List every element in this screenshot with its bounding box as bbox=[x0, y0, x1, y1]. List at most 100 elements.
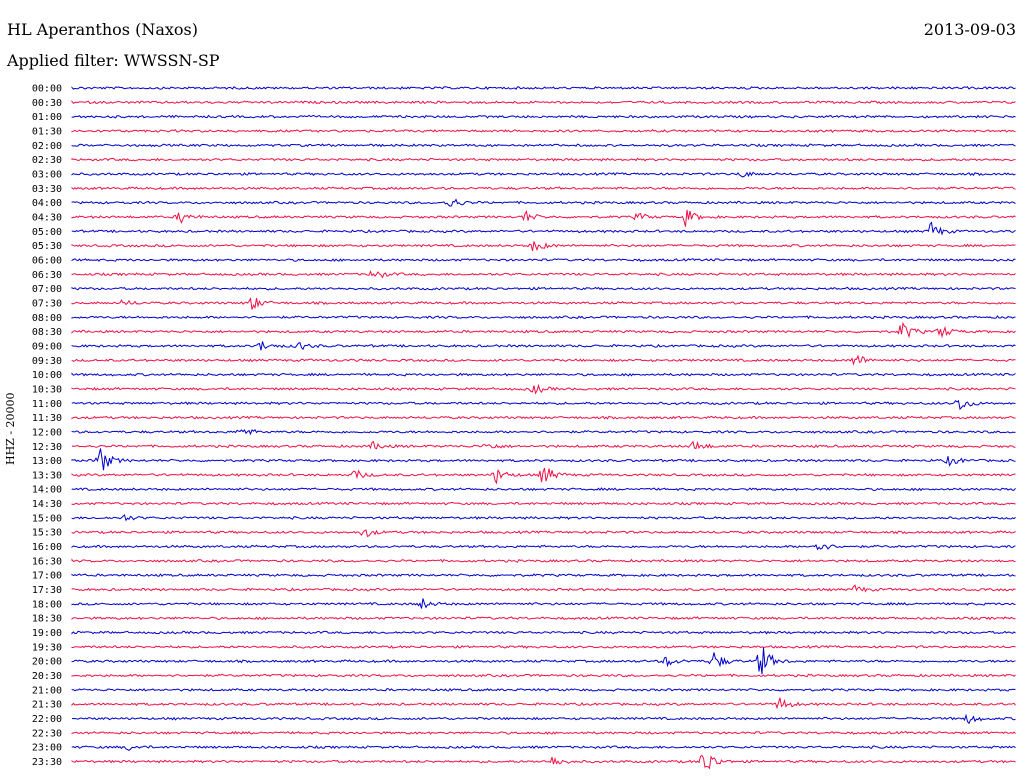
time-label-1630: 16:30 bbox=[32, 556, 62, 567]
trace-1300 bbox=[71, 448, 1016, 471]
time-label-1500: 15:00 bbox=[32, 513, 62, 524]
time-label-1600: 16:00 bbox=[32, 542, 62, 553]
trace-1800 bbox=[71, 598, 1016, 609]
trace-1000 bbox=[71, 372, 1016, 377]
time-label-0630: 06:30 bbox=[32, 270, 62, 281]
trace-0830 bbox=[71, 321, 1016, 339]
station-title: HL Aperanthos (Naxos) bbox=[7, 20, 198, 39]
trace-2330 bbox=[71, 754, 1016, 770]
trace-1930 bbox=[71, 644, 1016, 649]
trace-1430 bbox=[71, 501, 1016, 506]
time-label-0930: 09:30 bbox=[32, 356, 62, 367]
date-label: 2013-09-03 bbox=[923, 20, 1016, 39]
time-label-1030: 10:30 bbox=[32, 384, 62, 395]
trace-0530 bbox=[71, 241, 1016, 252]
time-label-0900: 09:00 bbox=[32, 341, 62, 352]
filter-label: Applied filter: WWSSN-SP bbox=[7, 51, 220, 70]
trace-1230 bbox=[71, 440, 1016, 450]
time-label-0700: 07:00 bbox=[32, 284, 62, 295]
trace-1730 bbox=[71, 584, 1016, 593]
trace-1030 bbox=[71, 383, 1016, 395]
trace-0230 bbox=[71, 157, 1016, 162]
time-label-0730: 07:30 bbox=[32, 298, 62, 309]
trace-0200 bbox=[71, 143, 1016, 148]
time-label-0830: 08:30 bbox=[32, 327, 62, 338]
trace-1600 bbox=[71, 544, 1016, 551]
trace-1330 bbox=[71, 467, 1016, 485]
trace-0430 bbox=[71, 209, 1016, 227]
time-label-1100: 11:00 bbox=[32, 399, 62, 410]
trace-0300 bbox=[71, 171, 1016, 178]
time-label-0030: 00:30 bbox=[32, 98, 62, 109]
time-label-1830: 18:30 bbox=[32, 614, 62, 625]
trace-0930 bbox=[71, 354, 1016, 366]
trace-0630 bbox=[71, 270, 1016, 279]
trace-1530 bbox=[71, 529, 1016, 538]
trace-1200 bbox=[71, 428, 1016, 436]
time-label-1200: 12:00 bbox=[32, 427, 62, 438]
trace-0700 bbox=[71, 286, 1016, 291]
trace-0100 bbox=[71, 114, 1016, 119]
time-label-1230: 12:30 bbox=[32, 442, 62, 453]
time-label-0530: 05:30 bbox=[32, 241, 62, 252]
trace-0730 bbox=[71, 297, 1016, 310]
time-label-1900: 19:00 bbox=[32, 628, 62, 639]
time-label-0300: 03:00 bbox=[32, 169, 62, 180]
time-label-0230: 02:30 bbox=[32, 155, 62, 166]
trace-0900 bbox=[71, 341, 1016, 351]
time-label-1430: 14:30 bbox=[32, 499, 62, 510]
time-label-1930: 19:30 bbox=[32, 642, 62, 653]
trace-2030 bbox=[71, 673, 1016, 678]
trace-0000 bbox=[71, 86, 1016, 91]
time-label-1800: 18:00 bbox=[32, 599, 62, 610]
time-label-2200: 22:00 bbox=[32, 714, 62, 725]
time-label-2230: 22:30 bbox=[32, 728, 62, 739]
trace-2000 bbox=[71, 647, 1016, 675]
time-label-2130: 21:30 bbox=[32, 700, 62, 711]
time-label-1700: 17:00 bbox=[32, 571, 62, 582]
trace-0130 bbox=[71, 129, 1016, 133]
time-label-1300: 13:00 bbox=[32, 456, 62, 467]
time-label-0000: 00:00 bbox=[32, 84, 62, 95]
time-label-2100: 21:00 bbox=[32, 685, 62, 696]
trace-2130 bbox=[71, 697, 1016, 710]
time-label-2000: 20:00 bbox=[32, 657, 62, 668]
trace-0800 bbox=[71, 315, 1016, 320]
time-label-1330: 13:30 bbox=[32, 470, 62, 481]
time-label-2330: 23:30 bbox=[32, 757, 62, 768]
time-label-0500: 05:00 bbox=[32, 227, 62, 238]
time-label-1730: 17:30 bbox=[32, 585, 62, 596]
time-label-0330: 03:30 bbox=[32, 184, 62, 195]
trace-1130 bbox=[71, 415, 1016, 420]
trace-0030 bbox=[71, 100, 1016, 105]
time-label-1130: 11:30 bbox=[32, 413, 62, 424]
trace-1400 bbox=[71, 487, 1016, 492]
trace-0500 bbox=[71, 221, 1016, 236]
trace-1830 bbox=[71, 616, 1016, 621]
trace-2230 bbox=[71, 730, 1016, 735]
trace-2100 bbox=[71, 687, 1016, 692]
trace-0600 bbox=[71, 257, 1016, 262]
time-label-1000: 10:00 bbox=[32, 370, 62, 381]
time-label-0200: 02:00 bbox=[32, 141, 62, 152]
time-label-0430: 04:30 bbox=[32, 212, 62, 223]
time-label-2300: 23:00 bbox=[32, 743, 62, 754]
trace-1100 bbox=[71, 399, 1016, 411]
time-label-0600: 06:00 bbox=[32, 255, 62, 266]
trace-2200 bbox=[71, 713, 1016, 725]
trace-1900 bbox=[71, 630, 1016, 635]
trace-2300 bbox=[71, 745, 1016, 752]
time-label-1400: 14:00 bbox=[32, 485, 62, 496]
trace-0400 bbox=[71, 198, 1016, 207]
trace-1630 bbox=[71, 558, 1016, 563]
time-label-0100: 01:00 bbox=[32, 112, 62, 123]
trace-1700 bbox=[71, 573, 1016, 578]
trace-1500 bbox=[71, 514, 1016, 522]
time-label-0130: 01:30 bbox=[32, 126, 62, 137]
time-label-0400: 04:00 bbox=[32, 198, 62, 209]
trace-0330 bbox=[71, 186, 1016, 191]
time-label-0800: 08:00 bbox=[32, 313, 62, 324]
time-label-1530: 15:30 bbox=[32, 528, 62, 539]
time-label-2030: 20:30 bbox=[32, 671, 62, 682]
